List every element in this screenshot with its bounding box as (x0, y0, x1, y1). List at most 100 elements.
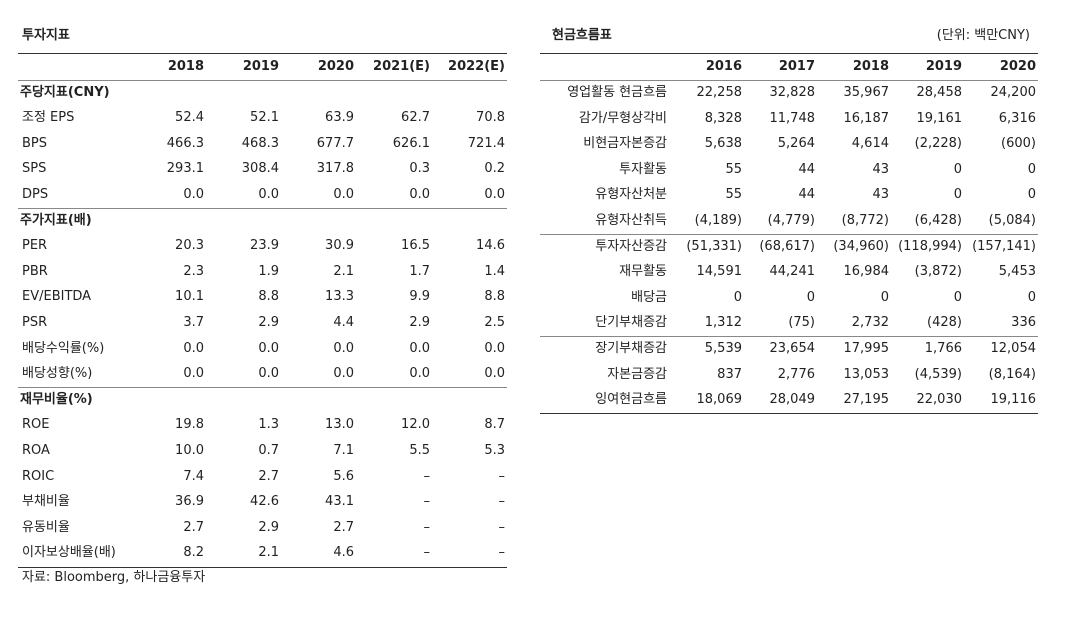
cell: 43 (872, 161, 889, 177)
cell: 32,828 (769, 85, 816, 100)
rule (18, 567, 507, 569)
row-label: 영업활동 현금흐름 (567, 85, 667, 100)
cell: 17,995 (843, 341, 890, 356)
cell: 7.1 (333, 442, 354, 458)
row-label: BPS (22, 135, 48, 151)
row-label: 유동비율 (22, 519, 70, 535)
cell: (118,994) (898, 238, 962, 254)
cell: 11,748 (769, 110, 816, 126)
row-label: 단기부채증감 (595, 315, 667, 331)
row-label: EV/EBITDA (22, 289, 92, 305)
cell: 0.0 (258, 186, 279, 202)
cell: 0 (1027, 187, 1036, 203)
cell: 19,116 (990, 392, 1037, 408)
cell: 0 (1027, 289, 1036, 305)
section-header: 주가지표(배) (20, 212, 92, 228)
cell: 0 (733, 289, 742, 305)
cell: 4.6 (333, 545, 354, 561)
cell: 0 (880, 289, 889, 305)
row-label: 감가/무형상각비 (578, 110, 667, 126)
cell: 36.9 (175, 494, 204, 510)
row-label: 재무활동 (619, 264, 667, 280)
cell: – (423, 519, 431, 535)
cell: 293.1 (166, 161, 204, 177)
cell: 12.0 (401, 417, 430, 433)
column-header: 2021(E) (373, 59, 430, 74)
cell: 12,054 (990, 341, 1037, 356)
cell: 22,030 (916, 392, 963, 408)
cell: 0 (1027, 161, 1036, 177)
column-header: 2022(E) (448, 59, 505, 74)
cell: 16,187 (843, 110, 890, 126)
cell: 52.4 (175, 110, 204, 126)
cell: 6,316 (998, 110, 1036, 126)
cell: 5.6 (333, 468, 354, 484)
row-label: ROA (22, 442, 50, 458)
cell: 0.0 (484, 340, 505, 356)
cell: 1.3 (258, 417, 279, 433)
cell: 2.9 (258, 314, 279, 330)
cell: (4,539) (914, 366, 962, 382)
rule (18, 53, 507, 54)
table-title: 현금흐름표 (552, 28, 612, 43)
rule (18, 386, 507, 388)
table-title: 투자지표 (22, 28, 70, 43)
cell: 1.7 (409, 263, 430, 279)
row-label: DPS (22, 186, 49, 202)
rule (540, 336, 1038, 338)
cell: 0.0 (333, 366, 354, 382)
cell: 5,453 (998, 264, 1036, 280)
rule (540, 80, 1038, 81)
cell: 0.0 (409, 366, 430, 382)
cell: 0.0 (484, 366, 505, 382)
row-label: 비현금자본증감 (583, 136, 667, 152)
column-header: 2019 (242, 59, 279, 74)
column-header: 2019 (925, 59, 962, 74)
cell: 0.0 (258, 340, 279, 356)
row-label: 배당수익률(%) (22, 340, 105, 356)
rule (540, 413, 1038, 414)
cell: 16.5 (401, 238, 430, 254)
cell: 2.3 (183, 263, 204, 279)
cell: 336 (1011, 315, 1036, 331)
cell: 0.2 (484, 161, 505, 177)
section-header: 재무비율(%) (20, 391, 93, 407)
cell: 0 (953, 187, 962, 203)
cell: 23,654 (769, 341, 816, 356)
cell: 4,614 (851, 136, 889, 152)
cell: 0 (953, 289, 962, 305)
cell: 28,458 (916, 85, 963, 100)
cell: (75) (788, 315, 815, 331)
cell: 9.9 (409, 289, 430, 305)
cell: 0.0 (183, 366, 204, 382)
cell: 63.9 (325, 110, 354, 126)
cell: (2,228) (914, 136, 962, 152)
cell: (34,960) (833, 238, 889, 254)
cell: – (498, 545, 506, 561)
rule (540, 233, 1038, 235)
cell: 2.1 (333, 263, 354, 279)
cell: 55 (725, 187, 742, 203)
rule (18, 207, 507, 209)
cell: (157,141) (972, 238, 1036, 254)
cell: 2,776 (777, 366, 815, 382)
row-label: 유형자산처분 (595, 187, 667, 203)
cell: 5,264 (777, 136, 815, 152)
cell: 5.3 (484, 442, 505, 458)
cell: 55 (725, 161, 742, 177)
cell: 1.9 (258, 263, 279, 279)
cell: (428) (927, 315, 962, 331)
cell: 2.5 (484, 314, 505, 330)
column-header: 2018 (852, 59, 889, 74)
unit-note: (단위: 백만CNY) (936, 28, 1030, 43)
row-label: 잉여현금흐름 (595, 392, 667, 408)
cell: 14.6 (476, 238, 505, 254)
cell: 2.9 (409, 314, 430, 330)
cell: 13.0 (325, 417, 354, 433)
cell: 2,732 (851, 315, 889, 331)
cell: (6,428) (914, 213, 962, 228)
cell: 70.8 (476, 110, 505, 126)
row-label: 배당성향(%) (22, 366, 93, 382)
cell: 8,328 (704, 110, 742, 126)
column-header: 2018 (167, 59, 204, 74)
